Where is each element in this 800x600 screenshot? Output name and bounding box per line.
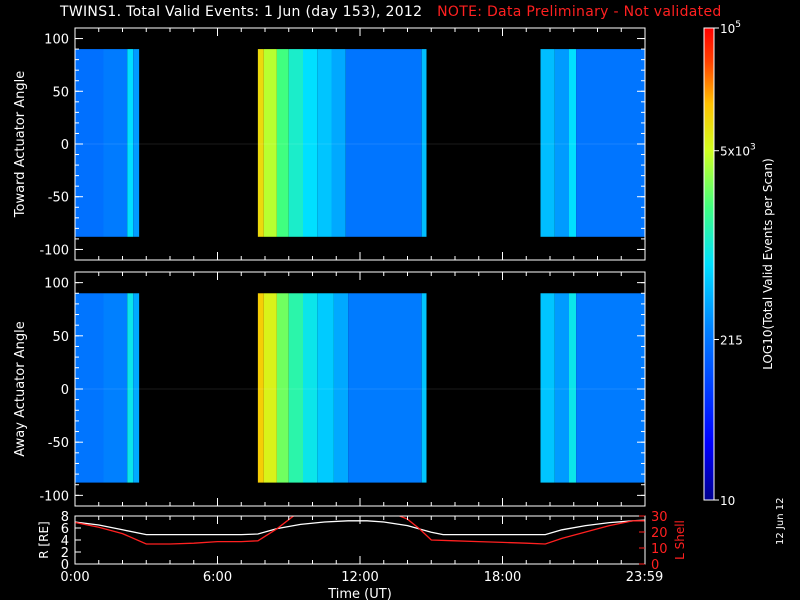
colorbar-tick-exponent: 3 — [750, 143, 756, 153]
heatmap-column — [133, 49, 140, 237]
heatmap-column — [263, 293, 277, 483]
heatmap-column — [569, 293, 577, 483]
heatmap-column — [576, 49, 645, 237]
x-axis-label: Time (UT) — [327, 587, 392, 600]
heatmap-column — [554, 49, 569, 237]
y-tick-label: -50 — [48, 436, 69, 451]
x-tick-label: 12:00 — [341, 570, 378, 585]
right-axis-label: L Shell — [673, 520, 687, 560]
colorbar-label: LOG10(Total Valid Events per Scan) — [761, 158, 775, 370]
r-series-line — [75, 519, 645, 536]
heatmap-column — [276, 293, 289, 483]
heatmap-column — [569, 49, 577, 237]
heatmap-column — [540, 49, 555, 237]
right-y-tick-label: 30 — [651, 510, 668, 525]
chart-title: TWINS1. Total Valid Events: 1 Jun (day 1… — [60, 4, 722, 20]
colorbar-tick-label: 105 — [720, 20, 741, 36]
heatmap-column — [276, 49, 289, 237]
heatmap-column — [303, 293, 318, 483]
x-tick-label: 0:00 — [60, 570, 89, 585]
right-y-tick-label: 0 — [651, 558, 659, 573]
left-y-tick-label: 2 — [61, 546, 69, 561]
heatmap-column — [540, 293, 555, 483]
right-y-tick-label: 20 — [651, 526, 668, 541]
heatmap-column — [345, 49, 422, 237]
y-tick-label: -100 — [39, 489, 69, 504]
left-axis-label: R [RE] — [37, 521, 51, 558]
heatmap-column — [263, 49, 277, 237]
x-tick-label: 23:59 — [626, 570, 663, 585]
lshell-series-line — [75, 516, 645, 545]
heatmap-column — [133, 293, 140, 483]
y-tick-label: -100 — [39, 243, 69, 258]
heatmap-column — [127, 293, 134, 483]
heatmap-column — [421, 293, 427, 483]
heatmap-column — [75, 293, 104, 483]
x-tick-label: 6:00 — [203, 570, 232, 585]
heatmap-column — [303, 49, 318, 237]
y-tick-label: -50 — [48, 191, 69, 206]
heatmap-column — [103, 293, 128, 483]
colorbar-tick-label: 10 — [720, 494, 735, 508]
heatmap-column — [348, 293, 422, 483]
y-axis-label: Away Actuator Angle — [13, 321, 28, 456]
heatmap-column — [257, 49, 264, 237]
left-y-tick-label: 4 — [61, 534, 69, 549]
heatmap-column — [127, 49, 134, 237]
chart-title-text: TWINS1. Total Valid Events: 1 Jun (day 1… — [60, 4, 423, 20]
heatmap-column — [554, 293, 569, 483]
colorbar-gradient — [703, 27, 715, 501]
heatmap-column — [317, 49, 332, 237]
heatmap-column — [288, 49, 303, 237]
colorbar-tick-label: 215 — [720, 334, 743, 348]
toward-angle-panel: 100 50 0 -50 -100 Toward Actuator Angle — [13, 27, 646, 261]
y-tick-label: 50 — [52, 330, 69, 345]
colorbar-tick-label: 5x103 — [720, 143, 756, 159]
heatmap-column — [421, 49, 427, 237]
left-y-tick-label: 0 — [61, 558, 69, 573]
heatmap-column — [288, 293, 303, 483]
heatmap-column — [576, 293, 645, 483]
heatmap-column — [331, 49, 346, 237]
left-y-tick-label: 8 — [61, 510, 69, 525]
y-tick-label: 100 — [44, 277, 69, 292]
y-tick-label: 0 — [61, 138, 69, 153]
date-stamp: 12 Jun 12 — [775, 497, 786, 545]
away-angle-panel: 100 50 0 -50 -100 Away Actuator Angle — [13, 271, 646, 507]
heatmap-column — [317, 293, 334, 483]
heatmap-column — [257, 293, 264, 483]
right-y-tick-label: 10 — [651, 542, 668, 557]
heatmap-column — [75, 49, 104, 237]
y-tick-label: 50 — [52, 85, 69, 100]
y-axis-label: Toward Actuator Angle — [13, 71, 28, 218]
left-y-tick-label: 6 — [61, 522, 69, 537]
colorbar: 105 5x103 215 10 LOG10(Total Valid Events pe… — [703, 20, 775, 508]
y-tick-label: 100 — [44, 33, 69, 48]
heatmap-column — [333, 293, 349, 483]
y-tick-label: 0 — [61, 383, 69, 398]
heatmap-column — [103, 49, 128, 237]
x-tick-label: 18:00 — [484, 570, 521, 585]
colorbar-tick-exponent: 5 — [735, 20, 741, 30]
preliminary-note: NOTE: Data Preliminary - Not validated — [437, 4, 722, 20]
